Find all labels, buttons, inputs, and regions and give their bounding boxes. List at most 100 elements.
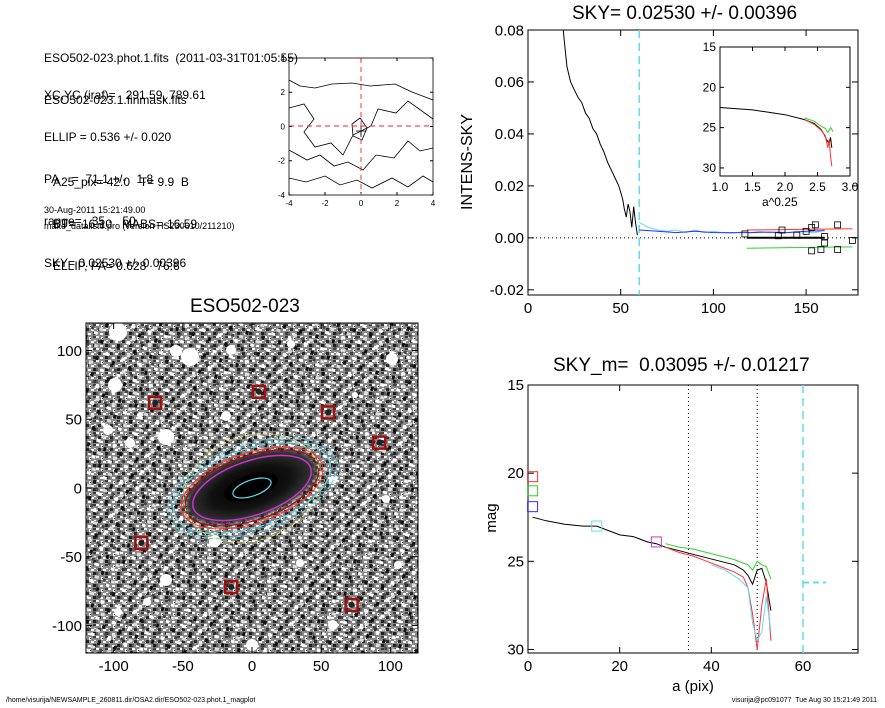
- inset-ticks: 1.0 1.5 2.0 2.5 3.0 15 20 25 30: [703, 40, 859, 194]
- y-tick-label: -0.02: [490, 282, 524, 299]
- inset-xlabel: a^0.25: [762, 195, 798, 209]
- y-tick-label: 0.08: [495, 22, 524, 39]
- sky-ylabel: INTENS-SKY: [459, 114, 476, 210]
- masked-star: [138, 540, 145, 546]
- mag-xlabel: a (pix): [672, 678, 714, 695]
- contour-line: [288, 100, 434, 156]
- x-tick-label: 40: [703, 658, 720, 675]
- y-tick-label: 0: [74, 480, 82, 497]
- sky-title: SKY= 0.02530 +/- 0.00396: [572, 3, 798, 24]
- y-tick-label: 0.00: [495, 230, 524, 247]
- sky-plot: [528, 29, 858, 295]
- mag-ticks: 0 20 40 60 15 20 25 30: [507, 377, 858, 675]
- mag-frame: [527, 384, 859, 654]
- sky-point: [778, 226, 786, 234]
- inset-series-black: [719, 107, 833, 148]
- y-tick-label: 100: [57, 343, 82, 360]
- header-line: range= 35.- 50.: [44, 214, 140, 228]
- x-tick-label: 2.5: [809, 180, 826, 194]
- isophote-ellipse: [191, 454, 313, 522]
- mag-marker: [527, 471, 539, 483]
- sky-point: [849, 237, 856, 244]
- sky-ticks: 0 50 100 150 -0.02 0.00 0.02 0.04 0.06 0.08: [490, 22, 858, 317]
- isophote-ellipse: [180, 446, 324, 530]
- x-tick-label: 0: [524, 658, 532, 675]
- sky-series-cyan: [638, 221, 825, 234]
- contour-line: [288, 140, 434, 171]
- sky-series-blue: [639, 229, 825, 234]
- masked-star-box: [134, 535, 149, 551]
- header-line: SKY= 0.02530 +/- 0.00396: [44, 256, 187, 270]
- masked-star-box: [147, 395, 163, 410]
- masked-star-box: [224, 579, 239, 595]
- sky-point: [821, 239, 829, 247]
- contour-line: [351, 117, 368, 141]
- x-tick-label: 0: [524, 300, 532, 317]
- masked-star-box: [344, 597, 359, 613]
- x-tick-label: 2: [395, 199, 400, 208]
- masked-star: [255, 388, 262, 395]
- y-tick-label: 0.02: [495, 178, 524, 195]
- mag-marker: [650, 536, 662, 548]
- header-line: BT= 16.10 MABS=-16.59: [53, 217, 198, 231]
- contour-line: [288, 175, 434, 189]
- sky-point: [817, 246, 825, 253]
- y-tick-label: -2: [278, 157, 286, 166]
- header-program: make_datalist0.pro (version HS230610/211…: [44, 221, 235, 231]
- sky-point: [808, 224, 816, 231]
- isophote-ellipse: [166, 436, 338, 540]
- y-tick-label: -4: [278, 191, 286, 200]
- y-tick-label: 20: [703, 80, 717, 94]
- y-tick-label: 30: [507, 641, 524, 658]
- header-line: A25_pix= 42.0 T= 9.9 B: [53, 175, 189, 189]
- x-tick-label: 60: [795, 658, 812, 675]
- y-tick-label: 50: [65, 412, 82, 429]
- header-line: ESO502-023.phot.1.fits (2011-03-31T01:05…: [44, 51, 298, 65]
- x-tick-label: 1.0: [712, 180, 729, 194]
- image-title: ESO502-023: [190, 296, 300, 317]
- header-line: ESO502-023.1.finmask.fits: [44, 93, 187, 107]
- sky-point: [811, 221, 819, 229]
- isophote-ellipse: [183, 433, 321, 543]
- x-tick-label: 20: [611, 658, 628, 675]
- isophote-ellipse: [172, 441, 332, 535]
- sky-series-red: [746, 228, 853, 231]
- sky-point: [808, 247, 816, 255]
- mag-series-cyan: [711, 564, 772, 643]
- header-file-lines: ESO502-023.phot.1.fits (2011-03-31T01:05…: [44, 23, 298, 121]
- x-tick-label: -4: [285, 199, 293, 208]
- y-tick-label: 20: [507, 465, 524, 482]
- y-tick-label: 15: [507, 377, 524, 394]
- masked-star: [152, 399, 159, 406]
- x-tick-label: 100: [378, 658, 403, 675]
- sky-point: [834, 246, 842, 253]
- header-line: ELLIP, PA= 0.628 76.6: [53, 259, 180, 273]
- sky-point: [821, 233, 829, 240]
- galaxy-center: [224, 472, 278, 502]
- mag-title: SKY_m= 0.03095 +/- 0.01217: [553, 355, 810, 376]
- header-line: XC,YC (iraf)= 291.59, 789.61: [44, 88, 206, 102]
- masked-regions: [103, 323, 402, 651]
- inset-bg: [719, 46, 851, 177]
- image-ticks: -100 -50 0 50 100 -100 -50 0 50 100: [52, 323, 418, 675]
- sky-point: [741, 230, 749, 238]
- x-tick-label: -2: [321, 199, 329, 208]
- inset-series-green: [804, 117, 834, 134]
- sky-point: [774, 232, 782, 240]
- header-date: 30-Aug-2011 15:21:49.00: [44, 205, 146, 215]
- sky-point: [834, 221, 842, 229]
- mag-plot: [527, 385, 826, 653]
- header-fit-lines: XC,YC (iraf)= 291.59, 789.61 ELLIP = 0.5…: [44, 60, 206, 284]
- y-tick-label: 15: [703, 40, 717, 54]
- masked-star-box: [372, 435, 387, 450]
- y-tick-label: 25: [703, 121, 717, 135]
- mag-marker: [591, 520, 603, 532]
- isophote-ellipse: [184, 449, 320, 527]
- contour-frame: [288, 57, 434, 196]
- masked-star-box: [320, 405, 336, 420]
- masked-star: [325, 409, 332, 416]
- x-tick-label: -100: [99, 658, 129, 675]
- x-tick-label: 100: [701, 300, 726, 317]
- masked-star: [348, 601, 355, 608]
